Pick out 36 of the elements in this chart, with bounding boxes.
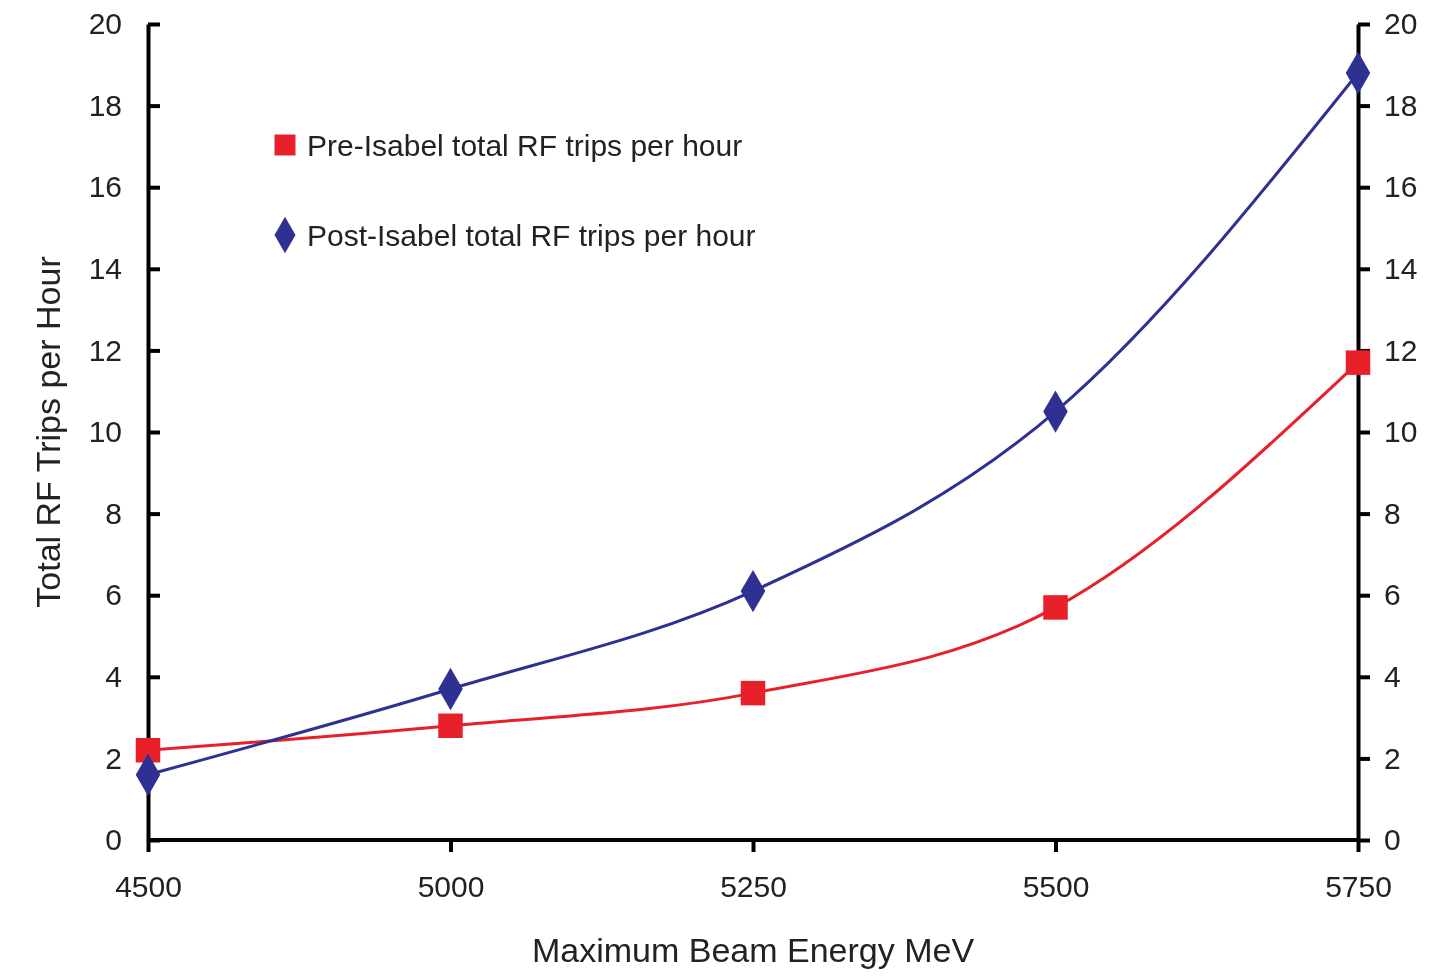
point <box>1043 595 1068 620</box>
y2-tick-label: 4 <box>1384 659 1401 693</box>
point <box>438 713 463 739</box>
point <box>135 737 161 763</box>
y2-tick-label: 0 <box>1384 823 1401 857</box>
y-tick-label: 18 <box>88 88 122 122</box>
x-tick-label: 5250 <box>720 870 787 904</box>
y2-tick-label: 14 <box>1384 251 1418 285</box>
y-tick-label: 4 <box>105 659 122 693</box>
y-tick-label: 20 <box>88 7 122 41</box>
y2-tick-label: 8 <box>1384 496 1401 530</box>
x-axis-title: Maximum Beam Energy MeV <box>531 931 975 969</box>
y-tick-label: 2 <box>105 741 122 775</box>
legend-label: Pre-Isabel total RF trips per hour <box>307 128 743 162</box>
x-tick-label: 4500 <box>115 870 182 904</box>
legend-label: Post-Isabel total RF trips per hour <box>307 218 756 252</box>
point <box>740 680 766 706</box>
y-tick-label: 12 <box>88 333 122 367</box>
x-tick-label: 5000 <box>417 870 485 904</box>
y2-tick-label: 20 <box>1384 7 1418 41</box>
y-tick-label: 6 <box>105 578 122 612</box>
y2-tick-label: 12 <box>1384 333 1418 367</box>
point <box>1345 350 1371 375</box>
y-tick-label: 8 <box>105 496 122 530</box>
y-tick-label: 10 <box>88 415 122 449</box>
y2-tick-label: 18 <box>1384 88 1418 122</box>
x-tick-label: 5500 <box>1022 870 1090 904</box>
x-tick-label: 5750 <box>1325 870 1392 904</box>
y-tick-label: 0 <box>105 823 122 857</box>
y-tick-label: 16 <box>88 170 122 204</box>
y2-tick-label: 16 <box>1384 170 1418 204</box>
y2-tick-label: 10 <box>1384 415 1418 449</box>
y2-tick-label: 2 <box>1384 741 1401 775</box>
y-axis-title: Total RF Trips per Hour <box>29 256 67 608</box>
y2-tick-label: 6 <box>1384 578 1401 612</box>
y-tick-label: 14 <box>88 251 122 285</box>
